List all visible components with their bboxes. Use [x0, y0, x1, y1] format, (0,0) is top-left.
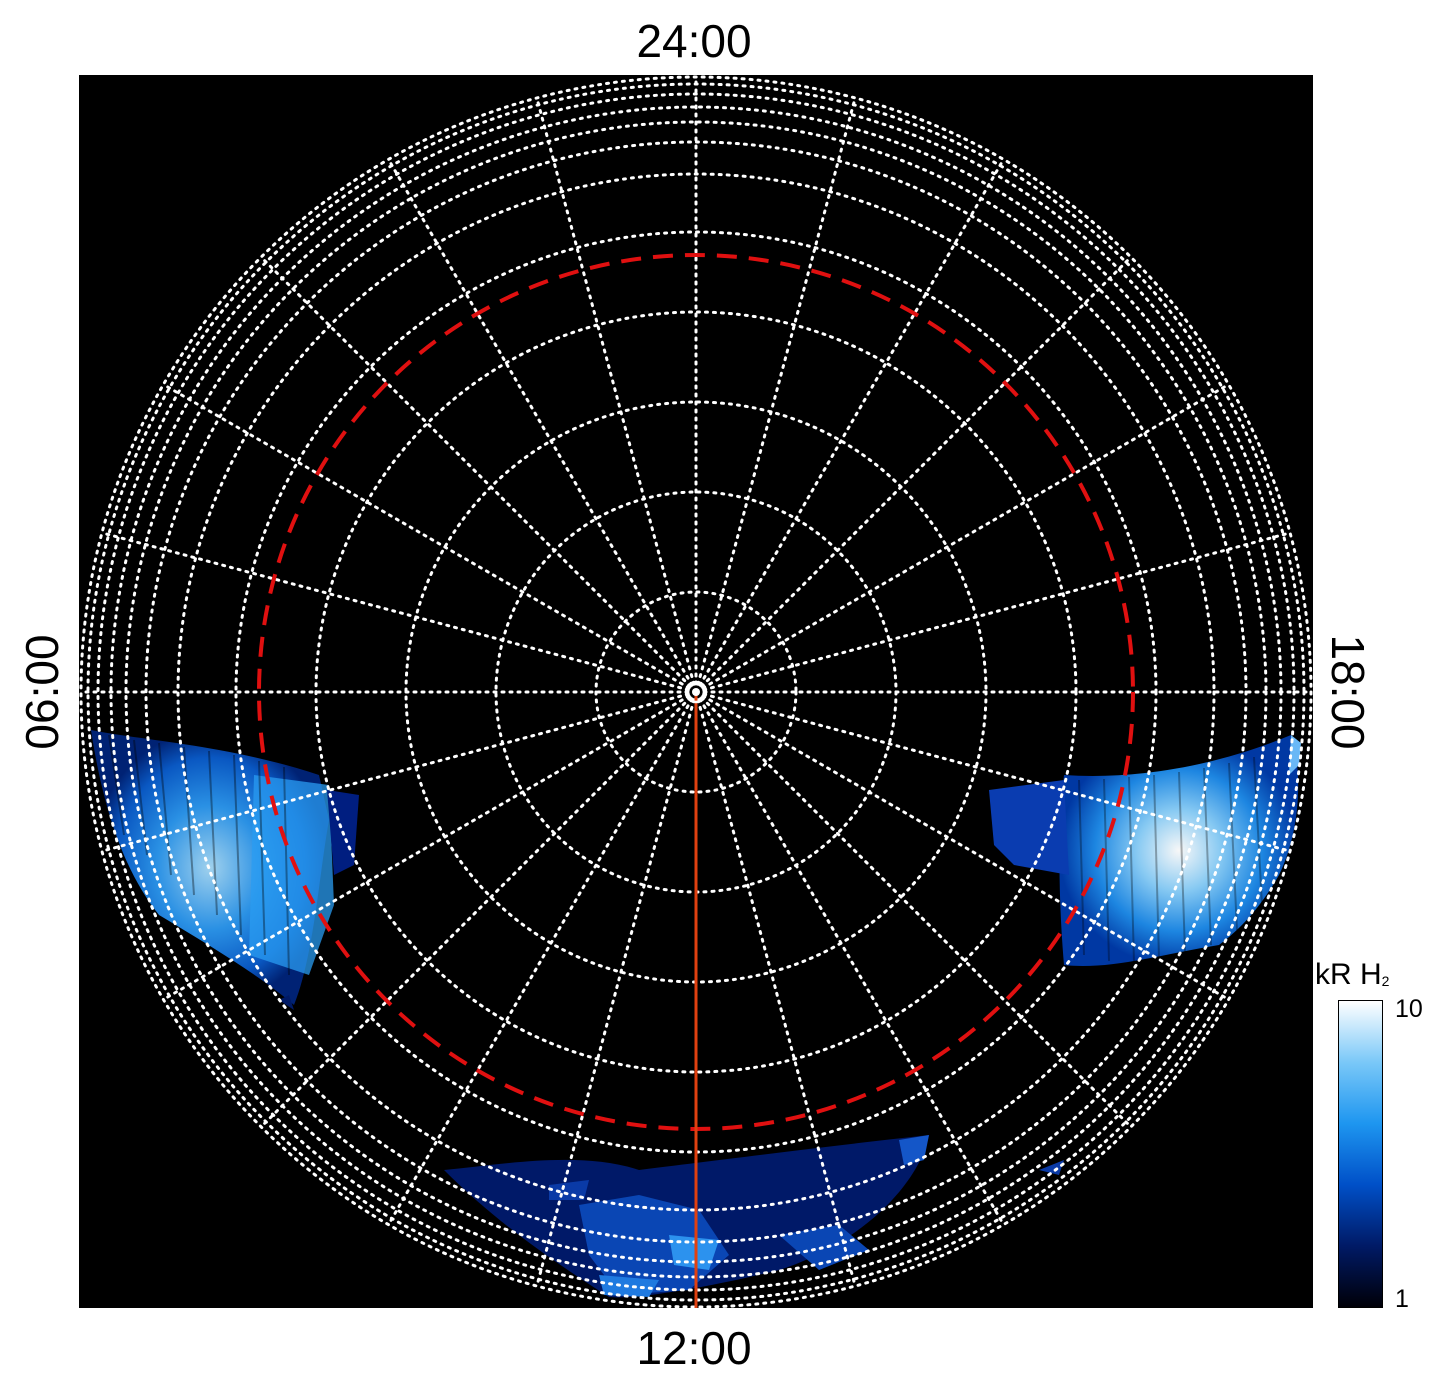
meridian-line-2: [694, 96, 857, 694]
meridian-line-18: [100, 690, 698, 853]
colorbar-title-main: kR H: [1315, 958, 1382, 991]
latitude-circle-12: [79, 75, 1313, 1308]
meridian-line-15: [387, 690, 698, 1227]
meridian-line-3: [694, 157, 1005, 694]
colorbar: [1338, 1000, 1383, 1308]
meridian-line-11: [694, 690, 1005, 1227]
meridian-line-20: [100, 531, 698, 694]
polar-auroral-map: [79, 75, 1313, 1308]
aurora-emission-noon: [444, 1135, 1064, 1298]
meridian-line-14: [535, 690, 698, 1288]
latitude-circle-4: [314, 310, 1078, 1074]
local-time-label-noon: 12:00: [636, 1322, 752, 1374]
latitude-circle-6: [176, 172, 1216, 1212]
pole-marker: [684, 680, 708, 704]
meridian-line-4: [694, 255, 1133, 694]
colorbar-max-label: 10: [1395, 995, 1423, 1023]
meridian-line-22: [259, 255, 698, 694]
meridian-line-8: [694, 690, 1292, 853]
map-canvas: [79, 75, 1313, 1308]
aurora-emission-dawn: [91, 730, 359, 1010]
colorbar-title: kR H2: [1315, 958, 1389, 992]
meridian-line-16: [259, 690, 698, 1129]
colorbar-title-subscript: 2: [1381, 973, 1390, 989]
meridian-line-23: [387, 157, 698, 694]
meridian-line-6: [694, 531, 1292, 694]
local-time-label-dusk: 18:00: [1322, 634, 1374, 750]
meridian-line-10: [694, 690, 1133, 1129]
local-time-label-dawn: 06:00: [16, 634, 68, 750]
colorbar-gradient: [1338, 1000, 1383, 1308]
meridian-line-21: [161, 383, 698, 694]
latitude-circle-1: [594, 590, 798, 794]
meridian-line-24: [535, 96, 698, 694]
meridian-line-5: [694, 383, 1231, 694]
meridian-line-12: [694, 690, 857, 1288]
aurora-emission-dusk: [989, 735, 1301, 966]
meridian-line-9: [694, 690, 1231, 1001]
local-time-label-midnight: 24:00: [636, 15, 752, 67]
colorbar-min-label: 1: [1395, 1285, 1409, 1313]
meridian-line-17: [161, 690, 698, 1001]
